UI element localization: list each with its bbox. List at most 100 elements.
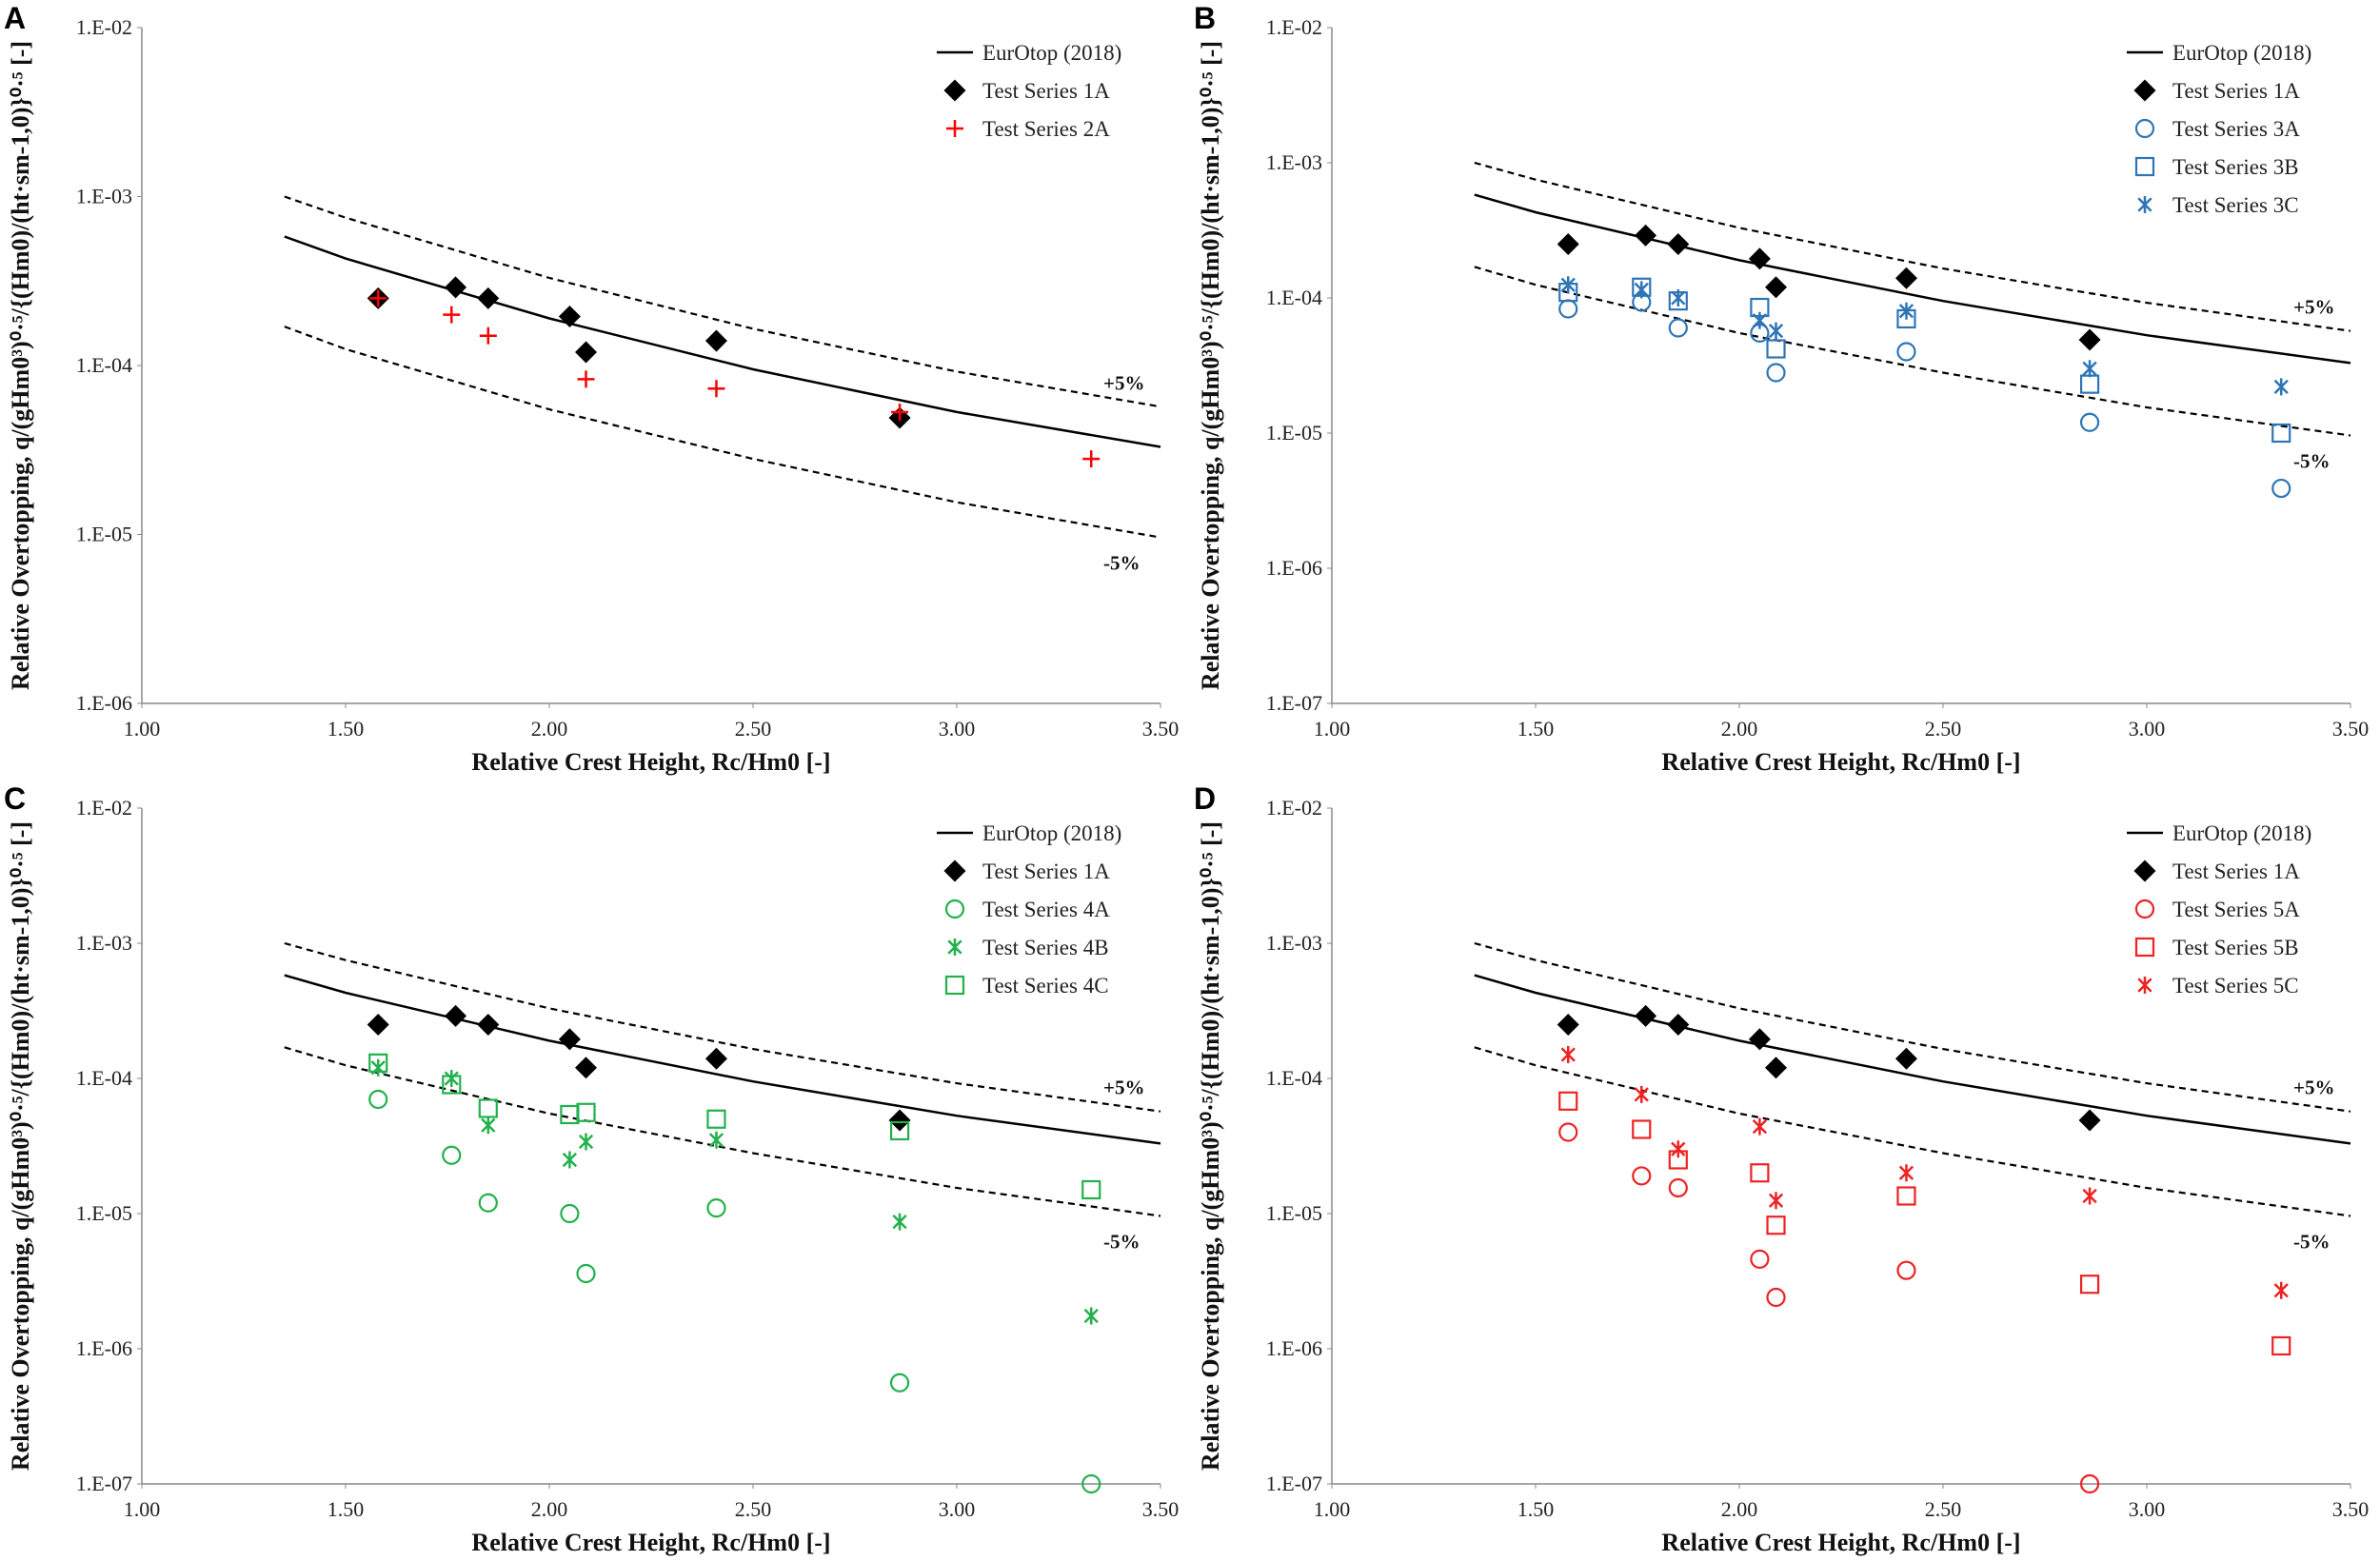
- data-point: [1082, 450, 1101, 468]
- legend-label: Test Series 5C: [2172, 974, 2299, 998]
- data-point: [2079, 412, 2100, 432]
- data-point: [478, 1098, 498, 1118]
- curve-label: +5%: [1103, 1077, 1144, 1099]
- data-point: [2079, 1274, 2100, 1294]
- x-axis-title: Relative Crest Height, Rc/Hm0 [-]: [471, 1529, 830, 1556]
- data-point: [707, 380, 725, 398]
- data-point: [477, 287, 500, 309]
- x-tick-label: 2.50: [735, 717, 772, 741]
- data-point: [1765, 276, 1788, 299]
- legend-label: EurOtop (2018): [2172, 41, 2311, 65]
- x-tick-label: 3.50: [2332, 717, 2370, 741]
- data-point: [2082, 360, 2097, 378]
- legend-label: EurOtop (2018): [982, 821, 1121, 845]
- legend-label: Test Series 5B: [2172, 936, 2299, 959]
- data-point: [1634, 281, 1649, 299]
- bound-curve: [1474, 941, 2351, 1113]
- data-point: [1748, 247, 1771, 270]
- y-tick-label: 1.E-02: [76, 796, 132, 820]
- x-tick-label: 2.50: [1925, 717, 1962, 741]
- legend-marker: [2134, 937, 2155, 958]
- data-point: [1667, 232, 1690, 256]
- curve-label: +5%: [1103, 371, 1144, 394]
- data-point: [1766, 1215, 1786, 1235]
- data-point: [1634, 1085, 1649, 1103]
- data-point: [889, 1373, 910, 1393]
- data-point: [704, 1047, 727, 1070]
- data-point: [442, 1145, 462, 1165]
- data-point: [1560, 276, 1576, 294]
- data-point: [1752, 311, 1768, 329]
- data-point: [367, 1013, 389, 1037]
- x-tick-label: 1.00: [124, 717, 161, 741]
- curve-label: -5%: [2293, 450, 2330, 473]
- data-point: [1766, 363, 1786, 383]
- legend-marker: [2137, 977, 2152, 994]
- data-point: [704, 329, 727, 352]
- data-point: [1668, 318, 1688, 338]
- data-point: [578, 1133, 594, 1151]
- x-tick-label: 3.00: [2129, 717, 2166, 741]
- x-axis-title: Relative Crest Height, Rc/Hm0 [-]: [1661, 748, 2020, 776]
- data-point: [2271, 1335, 2291, 1356]
- data-point: [706, 1109, 726, 1129]
- data-point: [1766, 1287, 1786, 1308]
- legend-label: Test Series 1A: [982, 79, 1110, 103]
- curve-label: -5%: [1103, 552, 1140, 575]
- y-axis-title: Relative Overtopping, q/(gHm0³)⁰·⁵/{(Hm0…: [7, 821, 34, 1471]
- panel-label: B: [1194, 1, 1216, 35]
- y-tick-label: 1.E-04: [76, 353, 132, 377]
- data-point: [562, 1151, 578, 1169]
- y-tick-label: 1.E-06: [1266, 1336, 1322, 1360]
- x-tick-label: 2.00: [1721, 1497, 1758, 1521]
- data-point: [888, 1109, 911, 1132]
- data-point: [558, 1028, 581, 1051]
- legend-label: EurOtop (2018): [2172, 821, 2311, 845]
- y-tick-label: 1.E-06: [76, 691, 132, 715]
- bound-curve: [1474, 161, 2351, 332]
- data-point: [2271, 478, 2291, 499]
- x-tick-label: 1.50: [327, 1497, 365, 1521]
- data-point: [1894, 1047, 1917, 1070]
- y-tick-label: 1.E-04: [1266, 1066, 1322, 1090]
- data-point: [1081, 1473, 1101, 1494]
- data-point: [706, 1198, 726, 1218]
- legend-label: Test Series 3A: [2172, 117, 2300, 141]
- legend-marker: [944, 975, 965, 996]
- x-tick-label: 1.50: [327, 717, 365, 741]
- data-point: [892, 1213, 907, 1231]
- x-tick-label: 2.00: [1721, 717, 1758, 741]
- data-point: [1896, 342, 1916, 362]
- panel-label: C: [4, 781, 26, 816]
- legend-label: Test Series 1A: [2172, 79, 2300, 103]
- data-point: [445, 1004, 467, 1027]
- curve-label: -5%: [1103, 1231, 1140, 1254]
- data-point: [575, 341, 598, 364]
- x-tick-label: 3.50: [1142, 1497, 1180, 1521]
- data-point: [560, 1203, 580, 1224]
- y-tick-label: 1.E-03: [76, 185, 132, 208]
- legend-label: Test Series 1A: [982, 860, 1110, 883]
- data-point: [1558, 1091, 1578, 1111]
- curve: [1474, 974, 2351, 1145]
- data-point: [1898, 1164, 1914, 1182]
- y-tick-label: 1.E-03: [1266, 150, 1322, 174]
- panel: C 1.E-07 1.E-06 1.E-05 1.E-04 1.E-03 1.E-02 1.0…: [4, 781, 1179, 1556]
- legend-label: Test Series 3C: [2172, 193, 2299, 217]
- legend-marker: [2133, 860, 2156, 882]
- data-point: [2078, 328, 2101, 351]
- data-point: [1083, 1307, 1099, 1325]
- x-tick-label: 2.00: [531, 717, 568, 741]
- data-point: [477, 1013, 500, 1037]
- x-tick-label: 1.50: [1517, 717, 1555, 741]
- legend-marker: [2137, 196, 2152, 213]
- data-point: [444, 1070, 459, 1087]
- legend-label: Test Series 2A: [982, 117, 1110, 141]
- data-point: [2273, 1281, 2289, 1299]
- data-point: [1750, 1163, 1770, 1183]
- data-point: [577, 370, 595, 388]
- x-tick-label: 3.00: [2129, 1497, 2166, 1521]
- legend-marker: [947, 939, 962, 956]
- legend-label: EurOtop (2018): [982, 41, 1121, 65]
